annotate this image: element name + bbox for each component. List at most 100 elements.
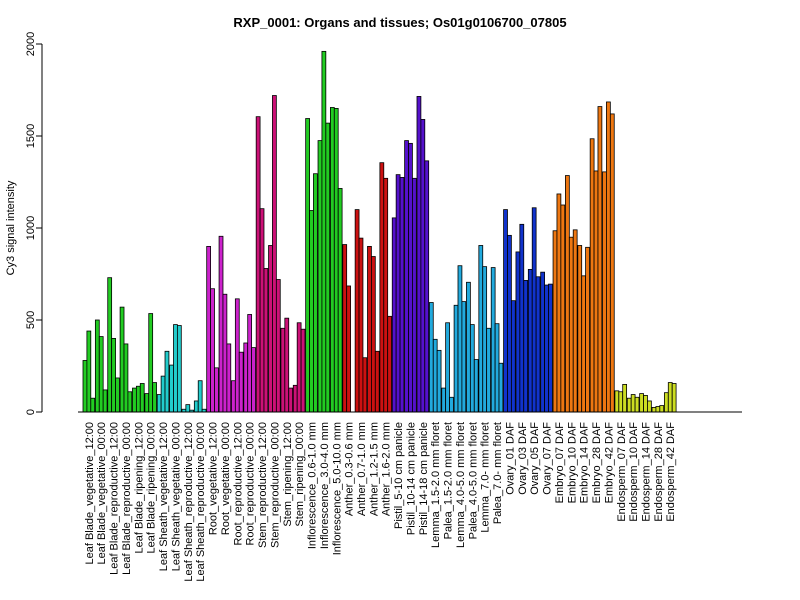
category-label-30: Lemma_4.0-5.0 mm floret bbox=[455, 422, 467, 548]
bar-22-2 bbox=[362, 357, 368, 413]
bar-33-1 bbox=[494, 323, 500, 413]
bar-10-1 bbox=[210, 288, 215, 413]
bar-20-2 bbox=[337, 188, 343, 413]
category-label-44: Endosperm_10 DAF bbox=[628, 422, 640, 522]
bar-16-0 bbox=[280, 327, 286, 413]
bar-25-1 bbox=[395, 174, 401, 413]
bar-2-1 bbox=[111, 337, 116, 413]
bar-0-0 bbox=[82, 360, 88, 413]
category-label-15: Stem_reproductive_00:00 bbox=[269, 422, 281, 548]
bars-group bbox=[82, 50, 677, 413]
category-label-24: Anther_1.6-2.0 mm bbox=[381, 422, 393, 516]
bar-1-2 bbox=[102, 389, 108, 413]
bar-33-0 bbox=[490, 267, 496, 413]
bar-0-2 bbox=[90, 397, 96, 413]
bar-7-0 bbox=[169, 364, 174, 413]
category-label-21: Anther_0.3-0.6 mm bbox=[344, 422, 356, 516]
bar-45-1 bbox=[643, 395, 648, 413]
bar-47-2 bbox=[671, 383, 677, 413]
bar-25-2 bbox=[399, 176, 405, 413]
bar-4-2 bbox=[139, 383, 145, 413]
y-tick-label-1000: 1000 bbox=[25, 216, 37, 240]
bar-12-1 bbox=[234, 298, 240, 413]
bar-5-1 bbox=[148, 313, 154, 413]
bar-38-2 bbox=[560, 204, 566, 413]
bar-16-2 bbox=[288, 387, 294, 413]
bar-37-0 bbox=[540, 271, 545, 413]
category-label-35: Ovary_03 DAF bbox=[517, 422, 529, 495]
category-label-3: Leaf Blade_reproductive_00:00 bbox=[121, 422, 133, 575]
bar-44-2 bbox=[634, 396, 640, 413]
bar-40-2 bbox=[585, 246, 590, 413]
bar-45-0 bbox=[639, 393, 644, 413]
bar-39-1 bbox=[568, 236, 574, 413]
bar-18-2 bbox=[313, 173, 318, 413]
y-tick-label-2000: 2000 bbox=[25, 32, 37, 56]
bar-34-2 bbox=[510, 300, 516, 413]
bar-41-1 bbox=[593, 170, 599, 413]
bar-42-0 bbox=[602, 171, 607, 413]
bar-23-0 bbox=[367, 245, 372, 413]
bar-19-0 bbox=[317, 140, 323, 413]
y-tick-label-0: 0 bbox=[25, 409, 37, 415]
category-label-22: Anther_0.7-1.0 mm bbox=[356, 422, 368, 516]
bar-3-2 bbox=[127, 391, 133, 413]
bar-23-1 bbox=[371, 256, 376, 413]
category-label-39: Embryo_10 DAF bbox=[566, 422, 578, 504]
bar-40-0 bbox=[577, 245, 583, 413]
bar-6-2 bbox=[164, 350, 170, 413]
bar-34-1 bbox=[507, 234, 512, 413]
bar-10-2 bbox=[214, 367, 219, 413]
category-label-41: Embryo_28 DAF bbox=[591, 422, 603, 504]
category-label-19: Inflorescence_3.0-4.0 mm bbox=[319, 422, 331, 549]
category-label-33: Palea_7.0- mm floret bbox=[492, 422, 504, 524]
bar-28-1 bbox=[432, 338, 438, 413]
bar-2-2 bbox=[115, 377, 120, 413]
bar-9-0 bbox=[193, 400, 199, 413]
bar-5-2 bbox=[152, 382, 157, 413]
bar-42-1 bbox=[606, 101, 611, 413]
bar-26-2 bbox=[412, 177, 417, 413]
category-label-27: Pistil_14-18 cm panicle bbox=[418, 422, 430, 535]
bar-0-1 bbox=[86, 330, 92, 413]
y-tick-label-1500: 1500 bbox=[25, 124, 37, 148]
bar-46-1 bbox=[655, 406, 661, 413]
bar-31-2 bbox=[473, 359, 479, 413]
bar-41-0 bbox=[589, 138, 595, 413]
bar-46-2 bbox=[659, 405, 665, 413]
bar-19-2 bbox=[325, 122, 331, 413]
category-label-47: Endosperm_42 DAF bbox=[665, 422, 677, 522]
category-label-18: Inflorescence_0.6-1.0 mm bbox=[307, 422, 319, 549]
bar-30-1 bbox=[457, 265, 463, 413]
bar-39-0 bbox=[565, 175, 570, 413]
bar-29-2 bbox=[449, 396, 454, 413]
bar-12-0 bbox=[231, 380, 236, 413]
bar-15-0 bbox=[268, 245, 273, 413]
bar-37-1 bbox=[544, 284, 549, 413]
bar-17-0 bbox=[292, 384, 298, 413]
category-label-32: Lemma_7.0- mm floret bbox=[480, 422, 492, 533]
category-label-11: Root_vegetative_00:00 bbox=[220, 422, 232, 535]
bar-12-2 bbox=[238, 351, 244, 413]
bar-27-0 bbox=[416, 96, 422, 413]
y-axis-label: Cy3 signal intensity bbox=[5, 180, 17, 275]
bar-43-0 bbox=[614, 390, 620, 413]
bar-38-0 bbox=[552, 230, 558, 413]
bar-1-1 bbox=[98, 336, 104, 413]
bar-28-0 bbox=[428, 302, 434, 413]
bar-35-1 bbox=[519, 223, 525, 413]
category-label-1: Leaf Blade_vegetative_00:00 bbox=[96, 422, 108, 565]
bar-25-0 bbox=[391, 217, 397, 413]
category-label-29: Palea_1.5-2.0 mm floret bbox=[443, 422, 455, 539]
bar-1-0 bbox=[94, 319, 100, 413]
category-label-7: Leaf Sheath_vegetative_00:00 bbox=[170, 422, 182, 571]
category-label-5: Leaf Blade_ripening_00:00 bbox=[146, 422, 158, 554]
bar-11-2 bbox=[226, 343, 232, 413]
chart-title: RXP_0001: Organs and tissues; Os01g01067… bbox=[233, 15, 566, 30]
bar-36-0 bbox=[527, 268, 533, 413]
category-label-4: Leaf Blade_ripening_12:00 bbox=[133, 422, 145, 554]
bar-32-2 bbox=[486, 327, 491, 413]
bar-24-0 bbox=[379, 162, 385, 413]
bar-32-0 bbox=[478, 245, 484, 413]
